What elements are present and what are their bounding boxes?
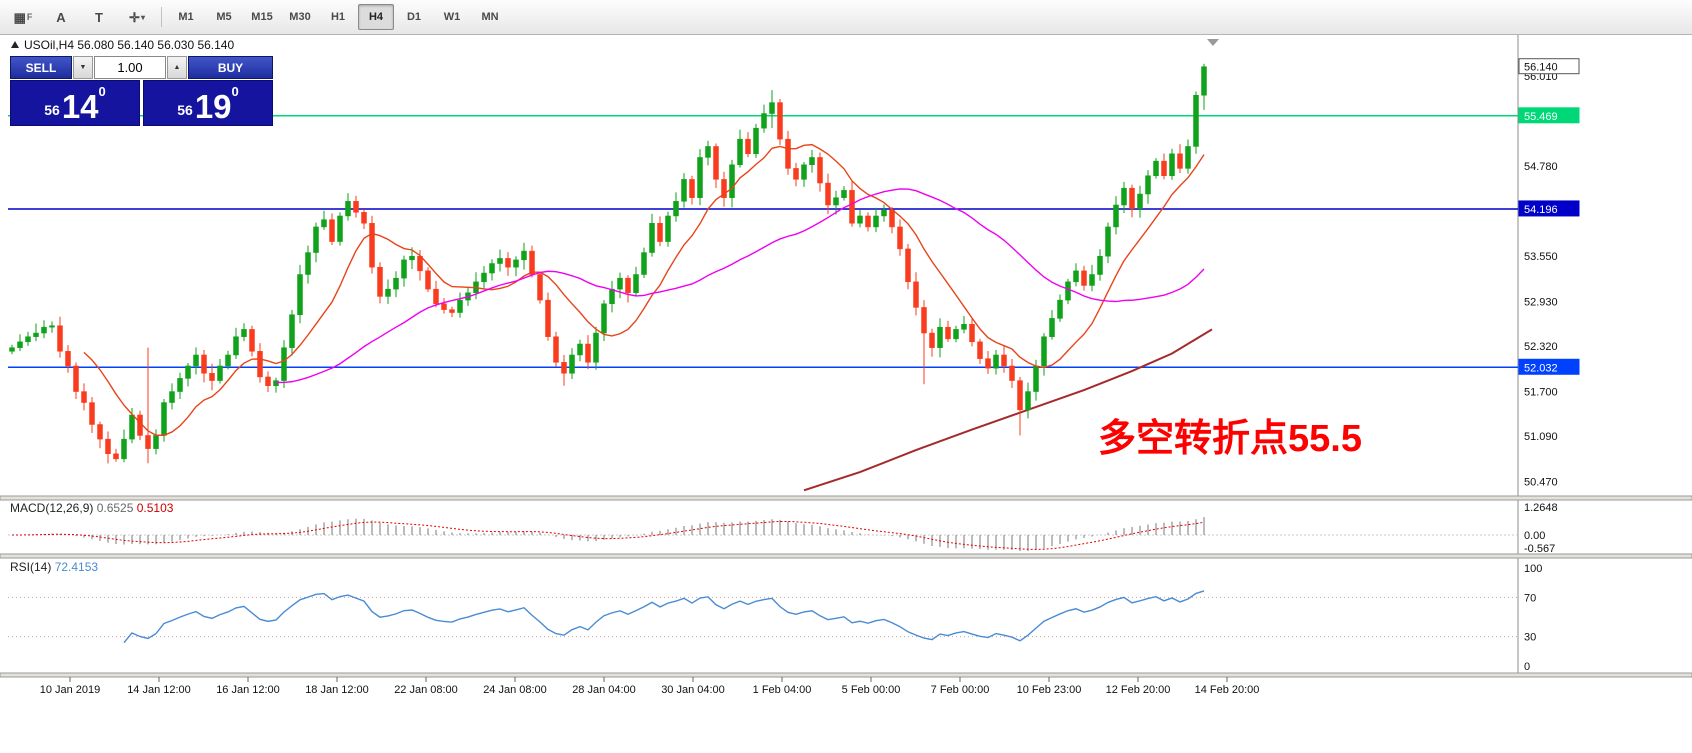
- timeframe-m5-button[interactable]: M5: [216, 11, 232, 23]
- buy-price-point: 0: [231, 84, 239, 99]
- price-tick-label: 52.930: [1524, 297, 1558, 309]
- time-axis-label: 10 Feb 23:00: [1017, 684, 1082, 696]
- sell-price-base: 56: [44, 102, 60, 118]
- chevron-down-icon: ▼: [79, 64, 87, 71]
- buy-button[interactable]: BUY: [188, 56, 273, 79]
- time-axis-label: 10 Jan 2019: [40, 684, 101, 696]
- timeframe-button-group: M1 M5 M15 M30 H1 H4 D1 W1 MN: [167, 4, 509, 30]
- time-axis-label: 16 Jan 12:00: [216, 684, 280, 696]
- crosshair-tool-button[interactable]: ✛ ▾: [119, 4, 155, 30]
- sell-price-panel[interactable]: 56 14 0: [10, 80, 140, 126]
- rsi-scale-label: 100: [1524, 563, 1542, 575]
- buy-price-panel[interactable]: 56 19 0: [143, 80, 273, 126]
- rsi-scale-label: 0: [1524, 661, 1530, 673]
- svg-text:55.469: 55.469: [1524, 111, 1558, 123]
- volume-input[interactable]: [94, 56, 166, 79]
- symbols-grid-label: F: [26, 12, 33, 22]
- price-tick-label: 53.550: [1524, 251, 1558, 263]
- buy-price-base: 56: [177, 102, 193, 118]
- price-tick-label: 50.470: [1524, 477, 1558, 489]
- timeframe-m30-button[interactable]: M30: [289, 11, 311, 23]
- panel-separator[interactable]: [0, 553, 1692, 559]
- ma-mid-line: [276, 188, 1205, 384]
- trade-controls-row: SELL ▼ ▲ BUY: [10, 56, 273, 79]
- time-axis-label: 28 Jan 04:00: [572, 684, 636, 696]
- chart-annotation[interactable]: 多空转折点55.5: [1098, 418, 1362, 460]
- price-tick-label: 52.320: [1524, 341, 1558, 353]
- time-axis-label: 22 Jan 08:00: [394, 684, 458, 696]
- time-axis-label: 12 Feb 20:00: [1106, 684, 1171, 696]
- time-axis-label: 14 Jan 12:00: [127, 684, 191, 696]
- crosshair-tool-icon: ✛: [129, 9, 140, 25]
- buy-price-pips: 19: [194, 87, 232, 125]
- chart-title: USOil,H4 56.080 56.140 56.030 56.140: [24, 38, 234, 52]
- toolbar-separator: [161, 7, 162, 27]
- timeframe-h1-button[interactable]: H1: [330, 11, 346, 23]
- dropdown-caret-icon: ▾: [140, 12, 145, 22]
- price-tick-label: 56.010: [1524, 71, 1558, 83]
- timeframe-d1-button[interactable]: D1: [406, 11, 422, 23]
- trade-prices-row: 56 14 0 56 19 0: [10, 80, 273, 126]
- symbol-direction-icon: [11, 41, 19, 48]
- price-badge-52.032: 52.032: [1518, 358, 1580, 375]
- timeframe-mn-button[interactable]: MN: [481, 11, 499, 23]
- time-axis-label: 30 Jan 04:00: [661, 684, 725, 696]
- price-tick-label: 51.700: [1524, 387, 1558, 399]
- time-axis-label: 24 Jan 08:00: [483, 684, 547, 696]
- price-tick-label: 54.780: [1524, 161, 1558, 173]
- scroll-to-latest-icon[interactable]: [1207, 39, 1219, 46]
- price-badge-56.140: 56.140: [1518, 58, 1580, 75]
- macd-scale-label: 1.2648: [1524, 502, 1558, 514]
- rsi-scale-label: 30: [1524, 632, 1536, 644]
- chart-plot-area[interactable]: [0, 35, 1518, 677]
- time-axis-label: 1 Feb 04:00: [753, 684, 812, 696]
- sell-button[interactable]: SELL: [10, 56, 72, 79]
- svg-text:52.032: 52.032: [1524, 362, 1558, 374]
- macd-label: MACD(12,26,9) 0.6525 0.5103: [10, 501, 174, 515]
- time-axis-label: 18 Jan 12:00: [305, 684, 369, 696]
- panel-separator[interactable]: [0, 672, 1692, 678]
- cursor-tool-icon: A: [56, 9, 66, 25]
- text-tool-icon: T: [95, 9, 103, 25]
- price-scale[interactable]: [1518, 35, 1692, 677]
- timeframe-m15-button[interactable]: M15: [251, 11, 273, 23]
- svg-text:56.140: 56.140: [1524, 62, 1558, 74]
- ma-fast-line: [83, 143, 1205, 436]
- time-axis-label: 14 Feb 20:00: [1195, 684, 1260, 696]
- candlestick-series: [9, 63, 1207, 464]
- timeframe-w1-button[interactable]: W1: [443, 11, 461, 23]
- timeframe-h4-button[interactable]: H4: [358, 4, 394, 30]
- symbols-grid-button[interactable]: ▦ F: [5, 4, 41, 30]
- rsi-scale-label: 70: [1524, 592, 1536, 604]
- price-badge-54.196: 54.196: [1518, 200, 1580, 217]
- timeframe-m1-button[interactable]: M1: [178, 11, 194, 23]
- time-axis[interactable]: 10 Jan 2019 14 Jan 12:00 16 Jan 12:00 18 Ja…: [40, 677, 1260, 696]
- toolbar: ▦ F A T ✛ ▾ M1 M5 M15 M30 H1 H4 D1 W1 MN: [0, 0, 1692, 35]
- macd-scale-label: -0.567: [1524, 543, 1555, 555]
- price-tick-label: 51.090: [1524, 431, 1558, 443]
- tool-button-group: ▦ F A T ✛ ▾: [4, 4, 156, 30]
- svg-text:54.196: 54.196: [1524, 204, 1558, 216]
- macd-scale-label: 0.00: [1524, 530, 1545, 542]
- volume-up-button[interactable]: ▲: [167, 56, 187, 79]
- time-axis-label: 7 Feb 00:00: [931, 684, 990, 696]
- time-axis-label: 5 Feb 00:00: [842, 684, 901, 696]
- sell-price-pips: 14: [61, 87, 99, 125]
- text-tool-button[interactable]: T: [81, 4, 117, 30]
- sell-price-point: 0: [98, 84, 106, 99]
- chevron-up-icon: ▲: [173, 64, 181, 71]
- symbols-grid-icon: ▦: [13, 9, 26, 25]
- panel-separator[interactable]: [0, 495, 1692, 501]
- rsi-label: RSI(14) 72.4153: [10, 560, 98, 574]
- rsi-line: [123, 590, 1205, 644]
- cursor-tool-button[interactable]: A: [43, 4, 79, 30]
- price-badge-55.469: 55.469: [1518, 107, 1580, 124]
- volume-dropdown-button[interactable]: ▼: [73, 56, 93, 79]
